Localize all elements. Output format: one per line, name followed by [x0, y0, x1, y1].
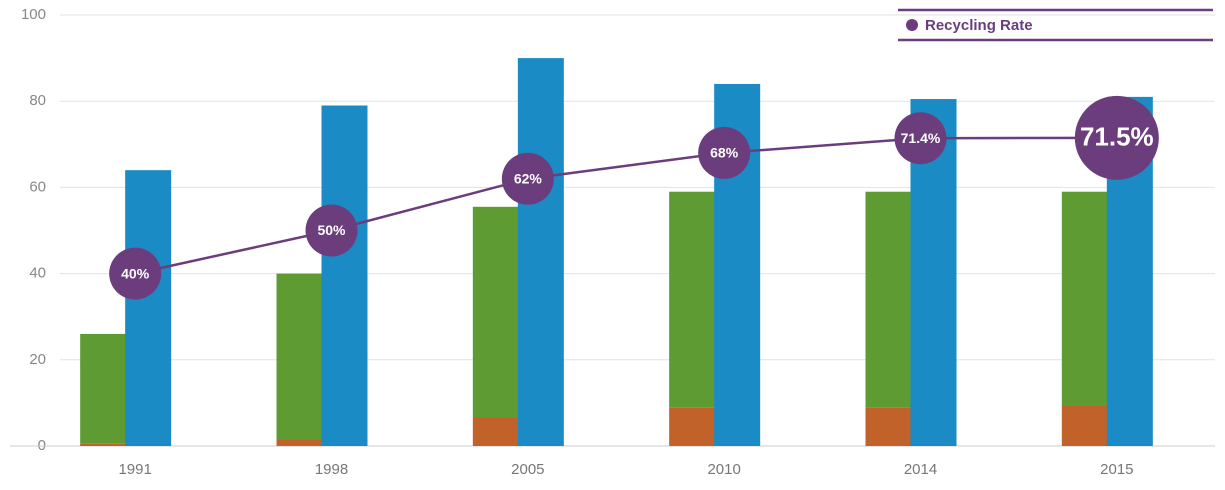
bar: [125, 170, 172, 446]
point: [305, 204, 358, 257]
data-label: 40%: [121, 265, 150, 281]
data-label: 50%: [317, 222, 346, 238]
bar: [80, 443, 127, 446]
x-tick-label: 2010: [707, 461, 740, 478]
x-tick-label: 1998: [315, 461, 348, 478]
bar: [669, 407, 716, 446]
x-tick-label: 2014: [904, 461, 937, 478]
point: [109, 247, 162, 300]
data-label: 68%: [710, 145, 739, 161]
x-tick-label: 2005: [511, 461, 544, 478]
bar: [276, 439, 323, 446]
bar: [669, 191, 716, 408]
bar: [472, 206, 519, 418]
bar: [276, 273, 323, 440]
point: [1074, 95, 1159, 180]
point: [501, 152, 554, 205]
bar: [865, 191, 912, 408]
y-tick-label: 80: [29, 92, 46, 109]
point: [894, 112, 947, 165]
y-tick-label: 60: [29, 178, 46, 195]
y-tick-label: 40: [29, 265, 46, 282]
data-label: 62%: [514, 170, 543, 186]
bar: [472, 417, 519, 446]
point: [698, 126, 751, 179]
bar: [80, 333, 127, 444]
legend-marker: [906, 19, 918, 31]
y-tick-label: 20: [29, 351, 46, 368]
bar: [517, 58, 564, 446]
data-label: 71.5%: [1080, 122, 1154, 152]
line: [134, 136, 1117, 275]
bar: [1061, 191, 1108, 406]
legend-label: Recycling Rate: [925, 17, 1033, 34]
y-tick-label: 0: [38, 437, 46, 454]
y-tick-label: 100: [21, 6, 46, 23]
bar: [865, 407, 912, 446]
bar: [321, 105, 368, 446]
x-tick-label: 1991: [118, 461, 151, 478]
x-tick-label: 2015: [1100, 461, 1133, 478]
bar: [1061, 405, 1108, 446]
data-label: 71.4%: [901, 130, 941, 146]
